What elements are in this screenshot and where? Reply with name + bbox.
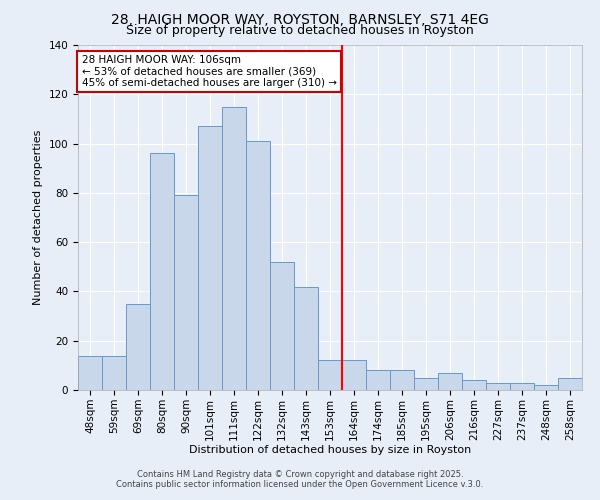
X-axis label: Distribution of detached houses by size in Royston: Distribution of detached houses by size … (189, 446, 471, 456)
Bar (126, 304, 150, 390)
Bar (366, 370, 390, 390)
Y-axis label: Number of detached properties: Number of detached properties (33, 130, 43, 305)
Bar (198, 126, 222, 390)
Bar (534, 385, 558, 390)
Bar (462, 380, 486, 390)
Bar (78, 356, 102, 390)
Bar (174, 196, 198, 390)
Bar (270, 262, 294, 390)
Bar (486, 382, 510, 390)
Bar (390, 370, 414, 390)
Bar (246, 141, 270, 390)
Text: 28 HAIGH MOOR WAY: 106sqm
← 53% of detached houses are smaller (369)
45% of semi: 28 HAIGH MOOR WAY: 106sqm ← 53% of detac… (82, 55, 337, 88)
Bar (150, 154, 174, 390)
Bar (294, 286, 318, 390)
Bar (558, 378, 582, 390)
Bar (222, 106, 246, 390)
Text: 28, HAIGH MOOR WAY, ROYSTON, BARNSLEY, S71 4EG: 28, HAIGH MOOR WAY, ROYSTON, BARNSLEY, S… (111, 12, 489, 26)
Text: Size of property relative to detached houses in Royston: Size of property relative to detached ho… (126, 24, 474, 37)
Text: Contains HM Land Registry data © Crown copyright and database right 2025.
Contai: Contains HM Land Registry data © Crown c… (116, 470, 484, 489)
Bar (318, 360, 342, 390)
Bar (414, 378, 438, 390)
Bar (438, 373, 462, 390)
Bar (102, 356, 126, 390)
Bar (510, 382, 534, 390)
Bar (342, 360, 366, 390)
